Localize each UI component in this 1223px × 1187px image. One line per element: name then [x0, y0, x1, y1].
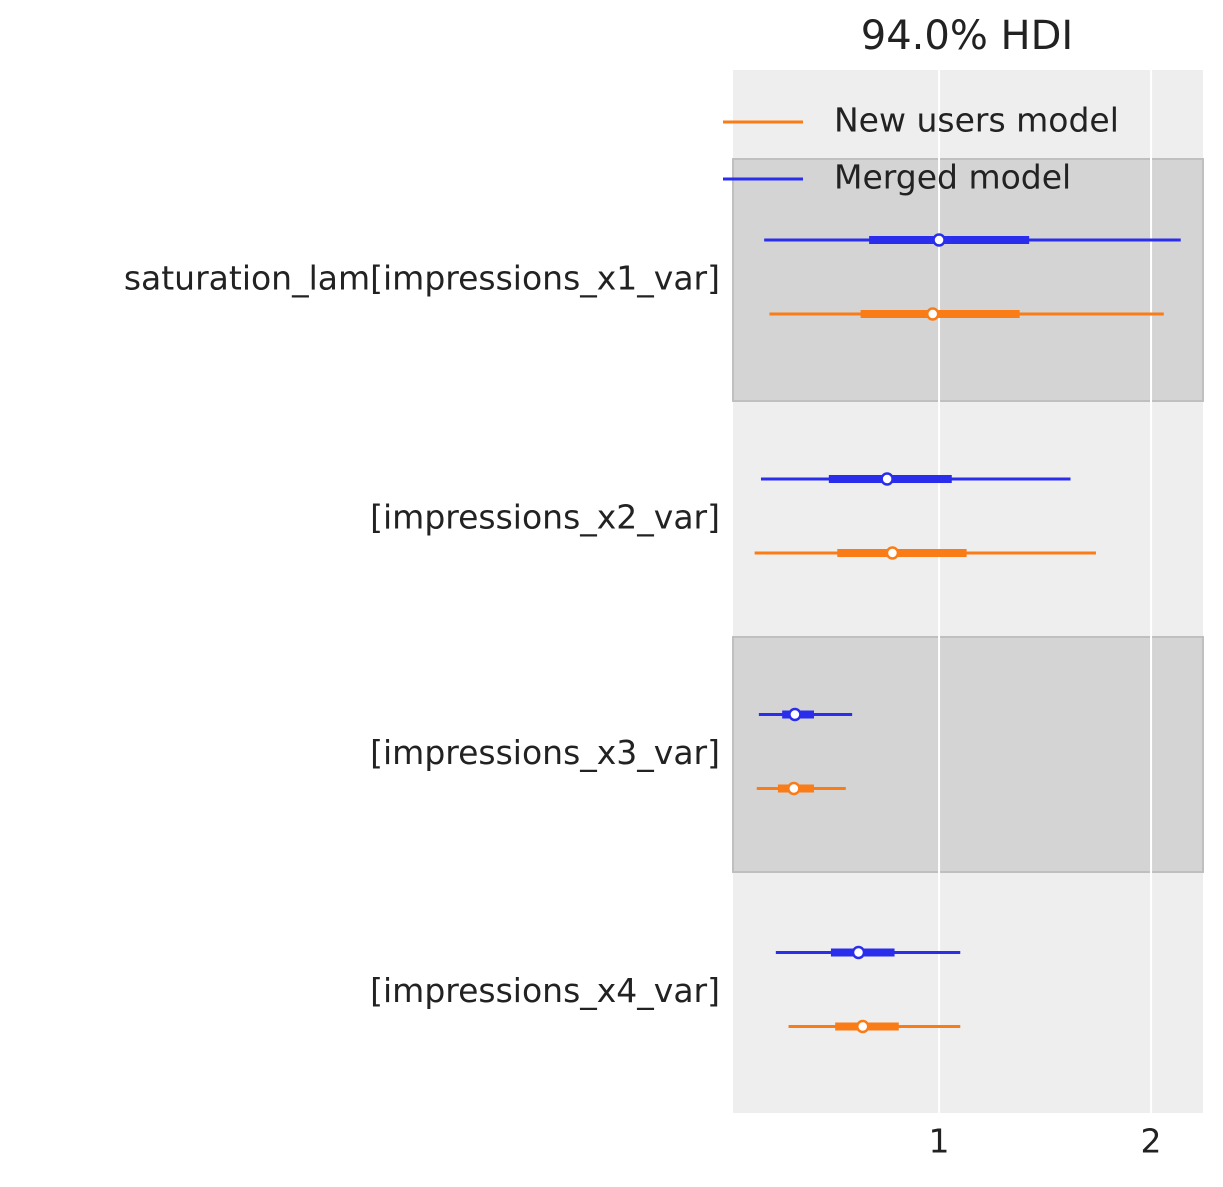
median-point [851, 945, 866, 960]
median-point [885, 546, 900, 560]
x-tick-label: 2 [1141, 1122, 1162, 1161]
median-point [932, 233, 946, 247]
chart-title: 94.0% HDI [861, 13, 1073, 59]
median-point [787, 781, 801, 796]
y-tick-label: [impressions_x2_var] [370, 498, 720, 537]
median-point [880, 472, 894, 486]
y-tick-label: saturation_lam[impressions_x1_var] [124, 259, 720, 298]
row-band [732, 636, 1204, 873]
legend-label: New users model [834, 101, 1119, 140]
row-band [732, 158, 1204, 402]
y-tick-label: [impressions_x4_var] [370, 971, 720, 1010]
x-tick-label: 1 [929, 1122, 950, 1161]
legend-label: Merged model [834, 158, 1071, 197]
median-point [855, 1019, 870, 1034]
median-point [925, 307, 940, 321]
y-tick-label: [impressions_x3_var] [370, 733, 720, 772]
median-point [788, 707, 802, 722]
